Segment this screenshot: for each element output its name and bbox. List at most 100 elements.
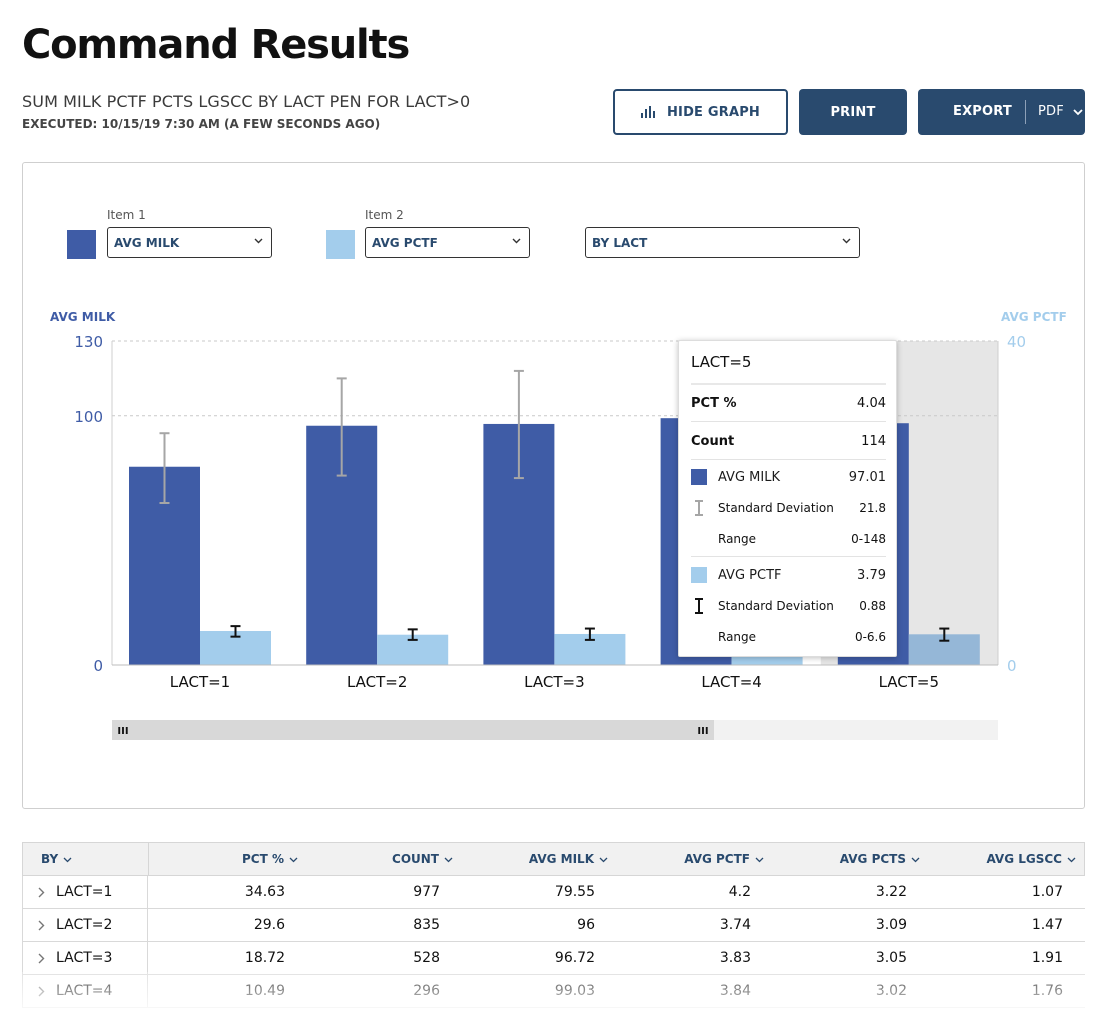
table-cell: 1.76	[1031, 983, 1063, 999]
tooltip-s1-range-label: Range	[718, 532, 757, 546]
hide-graph-label: HIDE GRAPH	[666, 104, 761, 120]
table-cell: 1.47	[1031, 917, 1063, 933]
tooltip-s2-sd-label: Standard Deviation	[718, 599, 834, 613]
table-cell: 1.07	[1031, 884, 1063, 900]
item1-select-value: AVG MILK	[114, 235, 180, 250]
column-header-label: AVG PCTS	[839, 852, 906, 866]
table-cell: LACT=1	[56, 884, 113, 900]
column-header-pct[interactable]: PCT %	[242, 843, 298, 876]
item2-label: Item 2	[365, 208, 404, 222]
tooltip-s2-range-label: Range	[718, 630, 757, 644]
tooltip-pct-label: PCT %	[691, 395, 737, 411]
chevron-down-icon	[1067, 857, 1076, 862]
tooltip-pct-value: 4.04	[857, 395, 886, 411]
item1-color-swatch	[67, 230, 96, 259]
left-tick-label: 100	[74, 408, 103, 426]
chevron-down-icon	[254, 238, 263, 244]
table-row[interactable]: LACT=2 29.6 835 96 3.74 3.09 1.47	[22, 909, 1085, 942]
tooltip-s2-range-value: 0-6.6	[854, 630, 886, 644]
table-cell: 3.09	[875, 917, 907, 933]
table-cell: 3.83	[719, 950, 751, 966]
chart-tooltip: LACT=5 PCT % 4.04 Count 114 AVG MILK 97.…	[678, 340, 897, 657]
table-cell: LACT=3	[56, 950, 113, 966]
tooltip-s1-range-value: 0-148	[851, 532, 886, 546]
right-tick-label: 40	[1007, 333, 1026, 351]
table-cell: 3.22	[875, 884, 907, 900]
chevron-down-icon	[599, 857, 608, 862]
chevron-down-icon	[842, 238, 851, 244]
chevron-right-icon[interactable]	[38, 876, 45, 909]
page-title: Command Results	[22, 22, 410, 68]
command-text: SUM MILK PCTF PCTS LGSCC BY LACT PEN FOR…	[22, 92, 471, 111]
table-cell: 96	[577, 917, 595, 933]
table-cell: 3.74	[719, 917, 751, 933]
executed-timestamp: EXECUTED: 10/15/19 7:30 AM (A FEW SECOND…	[22, 117, 381, 131]
chevron-down-icon	[755, 857, 764, 862]
hide-graph-button[interactable]: HIDE GRAPH	[613, 89, 788, 135]
tooltip-s1-name: AVG MILK	[718, 469, 780, 485]
table-cell: 99.03	[554, 983, 595, 999]
column-header-avg-pcts[interactable]: AVG PCTS	[840, 843, 920, 876]
chevron-down-icon	[289, 857, 298, 862]
column-header-avg-milk[interactable]: AVG MILK	[529, 843, 608, 876]
x-tick-label: LACT=2	[347, 673, 407, 691]
table-cell: 296	[413, 983, 440, 999]
item1-select[interactable]: AVG MILK	[107, 227, 272, 258]
table-cell: LACT=4	[56, 983, 113, 999]
chevron-right-icon[interactable]	[38, 975, 45, 1008]
bar-chart-icon	[640, 106, 655, 118]
group-by-select[interactable]: BY LACT	[585, 227, 860, 258]
group-by-select-value: BY LACT	[592, 235, 648, 250]
tooltip-s1-swatch	[691, 469, 707, 485]
item2-color-swatch	[326, 230, 355, 259]
row-group-cell	[22, 876, 148, 909]
export-format-dropdown[interactable]: PDF	[1026, 100, 1083, 124]
chevron-right-icon[interactable]	[38, 942, 45, 975]
x-tick-label: LACT=1	[170, 673, 230, 691]
error-bar-icon	[695, 598, 703, 614]
range-handle-left: III	[117, 726, 128, 737]
chevron-down-icon	[1073, 108, 1083, 115]
export-button[interactable]: EXPORT PDF	[918, 89, 1085, 135]
column-header-avg-pctf[interactable]: AVG PCTF	[684, 843, 764, 876]
export-format-value: PDF	[1037, 104, 1064, 119]
tooltip-s1-value: 97.01	[848, 469, 886, 485]
table-cell: 34.63	[244, 884, 285, 900]
table-cell: LACT=2	[56, 917, 113, 933]
table-cell: 79.55	[554, 884, 595, 900]
table-cell: 3.84	[719, 983, 751, 999]
tooltip-s2-value: 3.79	[857, 567, 886, 583]
table-row[interactable]: LACT=3 18.72 528 96.72 3.83 3.05 1.91	[22, 942, 1085, 975]
range-scrollbar-thumb	[112, 720, 714, 740]
tooltip-s2-name: AVG PCTF	[718, 567, 782, 583]
tooltip-s1-sd-label: Standard Deviation	[718, 501, 834, 515]
x-tick-label: LACT=5	[879, 673, 939, 691]
table-cell: 3.02	[875, 983, 907, 999]
table-cell: 18.72	[244, 950, 285, 966]
tooltip-s2-sd-value: 0.88	[859, 599, 886, 613]
chevron-right-icon[interactable]	[38, 909, 45, 942]
print-button[interactable]: PRINT	[799, 89, 907, 135]
table-row[interactable]: LACT=4 10.49 296 99.03 3.84 3.02 1.76	[22, 975, 1085, 1008]
results-table: BY PCT % COUNT AVG MILK AVG PCTF AVG PCT…	[22, 842, 1085, 1012]
left-axis-title: AVG MILK	[50, 310, 116, 324]
table-cell: 10.49	[244, 983, 285, 999]
column-header-count[interactable]: COUNT	[392, 843, 453, 876]
right-tick-label: 0	[1007, 657, 1017, 675]
print-label: PRINT	[830, 104, 876, 120]
chevron-down-icon	[444, 857, 453, 862]
table-cell: 4.2	[728, 884, 751, 900]
chart-panel: Item 1 AVG MILK Item 2 AVG PCTF BY LACT …	[22, 162, 1085, 809]
chevron-down-icon	[911, 857, 920, 862]
x-tick-label: LACT=4	[701, 673, 761, 691]
chevron-down-icon	[63, 857, 72, 862]
tooltip-title: LACT=5	[691, 353, 752, 371]
column-header-avg-lgscc[interactable]: AVG LGSCC	[986, 843, 1076, 876]
chevron-down-icon	[512, 238, 521, 244]
table-row[interactable]: LACT=1 34.63 977 79.55 4.2 3.22 1.07	[22, 876, 1085, 909]
table-cell: 3.05	[875, 950, 907, 966]
item2-select[interactable]: AVG PCTF	[365, 227, 530, 258]
table-header: BY PCT % COUNT AVG MILK AVG PCTF AVG PCT…	[22, 842, 1085, 876]
column-header-by[interactable]: BY	[41, 843, 72, 876]
tooltip-count-label: Count	[691, 433, 735, 449]
